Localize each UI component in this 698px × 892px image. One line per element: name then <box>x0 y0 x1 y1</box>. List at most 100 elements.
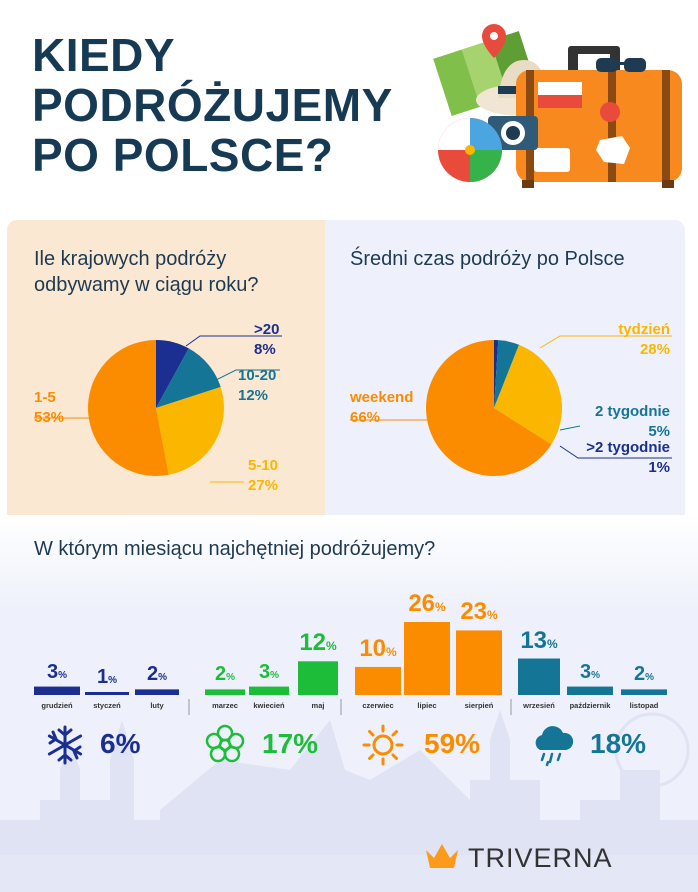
title-line-1: KIEDY <box>32 29 176 81</box>
page-title: KIEDY PODRÓŻUJEMY PO POLSCE? <box>32 30 393 180</box>
bar-value-label: 3% <box>46 660 68 683</box>
slice-value: 1% <box>648 459 670 476</box>
location-pin-icon <box>482 24 506 58</box>
rain-cloud-icon <box>535 726 574 767</box>
slice-name: weekend <box>350 389 414 406</box>
bar-luty <box>135 689 179 695</box>
slice-name: >2 tygodnie <box>586 439 670 456</box>
pie-slice-5-10 <box>156 386 224 475</box>
month-label: luty <box>150 701 164 710</box>
bar-październik <box>567 686 613 695</box>
bar-value-label: 26% <box>408 590 446 617</box>
bar-kwiecień <box>249 686 289 695</box>
bars-group <box>34 622 667 715</box>
months-bar-chart <box>34 622 667 715</box>
slice-name: tydzień <box>618 321 670 338</box>
city-skyline-illustration <box>0 710 698 892</box>
bar-lipiec <box>404 622 450 695</box>
sunglasses-icon <box>596 58 646 72</box>
crown-logo-icon <box>426 844 458 868</box>
trip-duration-question: Średni czas podróży po Polsce <box>350 248 625 270</box>
slice-value: 8% <box>254 341 276 358</box>
slice-label-10-20: 10-20 12% <box>238 366 276 406</box>
slice-value: 5% <box>648 423 670 440</box>
months-question: W którym miesiącu najchętniej podróżujem… <box>34 538 436 560</box>
spring-total: 17% <box>262 728 319 759</box>
autumn-total: 18% <box>590 728 647 759</box>
leader-line <box>559 445 672 459</box>
bar-sierpień <box>456 630 502 695</box>
month-label: lipiec <box>417 701 437 710</box>
bar-value-label: 3% <box>579 660 601 683</box>
bar-value-label: 2% <box>214 663 236 686</box>
pie-slice-1-5 <box>87 340 169 476</box>
pie-slice-tydzie- <box>494 344 562 445</box>
slice-name: 10-20 <box>238 367 277 384</box>
brand-name: TRIVERNA <box>468 843 613 873</box>
month-label: grudzień <box>41 701 73 710</box>
slice-label-1-5: 1-5 53% <box>34 388 64 428</box>
month-label: sierpień <box>464 701 494 710</box>
slice-value: 27% <box>248 477 279 494</box>
slice-label-tydzien: tydzień 28% <box>616 320 670 360</box>
bar-grudzień <box>34 686 80 695</box>
trips-per-year-pie <box>87 340 224 476</box>
pie-slice--2-tygodnie <box>494 340 499 408</box>
trips-per-year-question: Ile krajowych podróży odbywamy w ciągu r… <box>34 248 259 296</box>
snowflake-icon <box>47 725 83 765</box>
pie-slice-weekend <box>425 340 552 476</box>
slice-name: 5-10 <box>248 457 279 474</box>
slice-label-weekend: weekend 66% <box>350 388 413 428</box>
bar-value-label: 1% <box>96 666 118 688</box>
slice-name: 2 tygodnie <box>594 403 670 420</box>
bar-listopad <box>621 689 667 695</box>
bar-styczeń <box>85 692 129 695</box>
bar-value-label: 13% <box>520 626 558 654</box>
bar-value-label: 2% <box>633 663 655 686</box>
summer-total: 59% <box>424 728 481 759</box>
bar-maj <box>298 661 338 695</box>
bar-marzec <box>205 689 245 695</box>
bar-value-label: 3% <box>258 660 280 683</box>
bar-value-label: 23% <box>460 598 498 626</box>
month-label: czerwiec <box>362 701 394 710</box>
bar-czerwiec <box>355 666 401 695</box>
month-label: styczeń <box>93 701 121 710</box>
bar-wrzesień <box>518 658 560 695</box>
pie-charts <box>34 335 672 483</box>
month-label: listopad <box>629 701 659 710</box>
month-label: maj <box>311 701 325 710</box>
slice-name: >20 <box>254 321 280 338</box>
bar-value-label: 12% <box>299 629 337 657</box>
slice-value: 28% <box>639 341 670 358</box>
trip-duration-pie <box>425 340 562 476</box>
pie-slice--20 <box>156 340 189 408</box>
slice-value: 53% <box>34 409 65 426</box>
slice-label-over-20: >20 8% <box>254 320 279 360</box>
beach-ball-icon <box>438 118 502 182</box>
pie-slice-2-tygodnie <box>494 340 520 408</box>
title-line-2: PODRÓŻUJEMY <box>32 79 393 131</box>
title-line-3: PO POLSCE? <box>32 129 334 181</box>
flower-icon <box>205 724 245 763</box>
sun-icon <box>362 724 404 766</box>
month-label: październik <box>569 701 611 710</box>
slice-name: 1-5 <box>34 389 56 406</box>
pie-slice-10-20 <box>156 348 221 408</box>
slice-label-over-2-tygodnie: >2 tygodnie 1% <box>560 438 670 478</box>
leader-line <box>539 335 672 349</box>
slice-value: 12% <box>238 387 269 404</box>
bar-value-label: 10% <box>359 634 397 662</box>
leader-line <box>199 369 280 389</box>
month-label: kwiecień <box>253 701 285 710</box>
month-label: marzec <box>212 701 238 710</box>
slice-label-5-10: 5-10 27% <box>248 456 278 496</box>
slice-label-2-tygodnie: 2 tygodnie 5% <box>570 402 670 442</box>
winter-total: 6% <box>100 728 141 759</box>
month-label: wrzesień <box>523 701 555 710</box>
slice-value: 66% <box>350 409 381 426</box>
leader-line <box>559 425 581 431</box>
leader-line <box>185 335 282 347</box>
bar-value-label: 2% <box>146 663 168 686</box>
travel-illustration <box>433 24 682 188</box>
